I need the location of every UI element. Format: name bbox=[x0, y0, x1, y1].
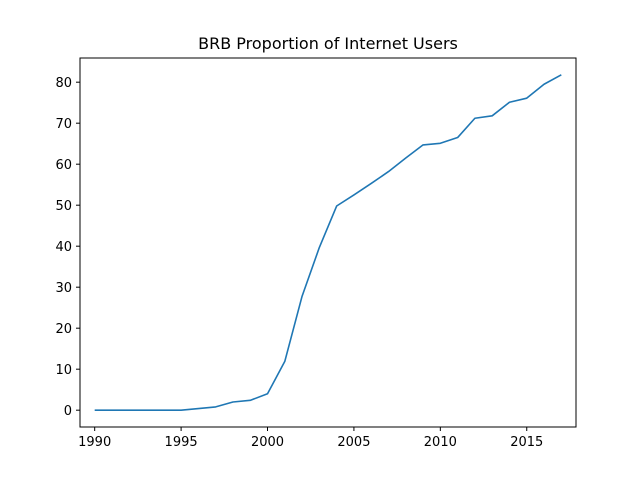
x-tick-label: 2000 bbox=[251, 435, 284, 450]
chart-title: BRB Proportion of Internet Users bbox=[198, 34, 458, 53]
series-group bbox=[94, 74, 562, 411]
y-tick-label: 70 bbox=[55, 117, 72, 132]
x-tick-label: 2005 bbox=[337, 435, 370, 450]
x-tick-label: 2010 bbox=[424, 435, 457, 450]
y-tick-label: 20 bbox=[55, 322, 72, 337]
y-tick-label: 10 bbox=[55, 363, 72, 378]
x-tick-label: 1995 bbox=[165, 435, 198, 450]
x-tick-label: 1990 bbox=[78, 435, 111, 450]
y-tick-label: 40 bbox=[55, 240, 72, 255]
x-axis: 1990 1995 2000 2005 2010 2015 bbox=[78, 427, 543, 450]
x-tick-label: 2015 bbox=[510, 435, 543, 450]
y-tick-label: 50 bbox=[55, 199, 72, 214]
y-tick-label: 0 bbox=[64, 404, 72, 419]
plot-area-frame bbox=[79, 57, 577, 428]
series-line bbox=[94, 74, 562, 411]
y-tick-label: 80 bbox=[55, 76, 72, 91]
y-axis: 0 10 20 30 40 50 60 70 80 bbox=[55, 76, 80, 419]
y-tick-label: 60 bbox=[55, 158, 72, 173]
y-tick-label: 30 bbox=[55, 281, 72, 296]
